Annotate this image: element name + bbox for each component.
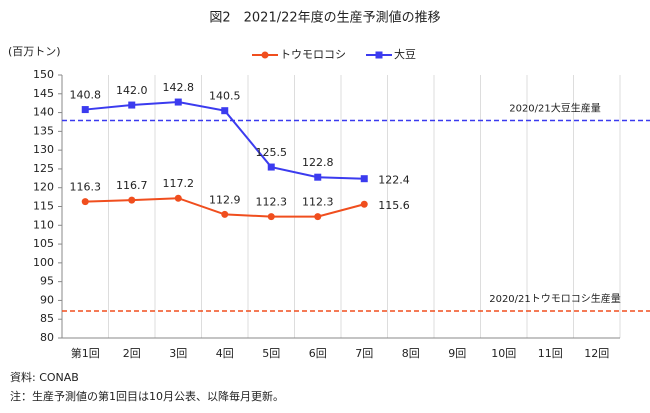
- y-tick-label: 130: [33, 143, 54, 156]
- legend-label: トウモロコシ: [280, 48, 346, 61]
- y-tick-label: 100: [33, 256, 54, 269]
- y-tick-label: 110: [33, 218, 54, 231]
- x-tick-label: 9回: [448, 347, 466, 360]
- x-tick-label: 12回: [584, 347, 609, 360]
- reference-label: 2020/21大豆生産量: [509, 101, 601, 114]
- chart-title: 図2 2021/22年度の生産予測値の推移: [209, 10, 440, 26]
- x-tick-label: 3回: [169, 347, 187, 360]
- x-tick-label: 6回: [309, 347, 327, 360]
- y-tick-label: 90: [40, 293, 54, 306]
- data-label: 140.5: [209, 90, 241, 103]
- y-tick-label: 80: [40, 331, 54, 344]
- marker: [314, 173, 322, 181]
- marker: [81, 198, 89, 206]
- legend-label: 大豆: [394, 47, 416, 61]
- legend-marker: [375, 51, 383, 59]
- data-label: 140.8: [70, 89, 102, 102]
- y-tick-label: 145: [33, 87, 54, 100]
- y-tick-label: 95: [40, 275, 54, 288]
- data-label: 125.5: [256, 146, 288, 159]
- data-label: 115.6: [378, 199, 410, 212]
- x-tick-label: 8回: [402, 347, 420, 360]
- marker: [360, 175, 368, 183]
- source-note: 資料: CONAB: [10, 370, 79, 384]
- data-label: 112.9: [209, 193, 241, 206]
- y-tick-label: 85: [40, 312, 54, 325]
- marker: [174, 98, 182, 106]
- data-label: 142.0: [116, 84, 148, 97]
- data-label: 112.3: [302, 196, 334, 209]
- marker: [81, 106, 89, 114]
- marker: [314, 213, 322, 221]
- marker: [128, 196, 136, 204]
- y-tick-label: 140: [33, 106, 54, 119]
- y-tick-label: 150: [33, 68, 54, 81]
- y-tick-label: 120: [33, 181, 54, 194]
- x-tick-label: 7回: [355, 347, 373, 360]
- x-tick-label: 4回: [216, 347, 234, 360]
- x-tick-label: 2回: [123, 347, 141, 360]
- marker: [360, 200, 368, 208]
- y-tick-label: 115: [33, 200, 54, 213]
- x-tick-label: 10回: [491, 347, 516, 360]
- marker: [221, 210, 229, 218]
- data-label: 142.8: [163, 81, 195, 94]
- x-tick-label: 5回: [262, 347, 280, 360]
- marker: [267, 213, 275, 221]
- data-label: 116.7: [116, 179, 148, 192]
- reference-label: 2020/21トウモロコシ生産量: [489, 292, 621, 305]
- x-tick-label: 11回: [538, 347, 563, 360]
- y-tick-label: 105: [33, 237, 54, 250]
- y-tick-label: 125: [33, 162, 54, 175]
- y-axis-label: (百万トン): [8, 45, 61, 58]
- y-tick-label: 135: [33, 124, 54, 137]
- data-label: 117.2: [163, 177, 195, 190]
- data-label: 116.3: [70, 181, 102, 194]
- x-tick-label: 第1回: [71, 346, 100, 360]
- data-label: 122.4: [378, 174, 410, 187]
- legend-marker: [261, 51, 269, 59]
- marker: [267, 163, 275, 171]
- marker: [221, 107, 229, 115]
- marker: [128, 101, 136, 109]
- data-label: 112.3: [256, 196, 288, 209]
- data-label: 122.8: [302, 156, 334, 169]
- marker: [174, 194, 182, 202]
- footnote: 注：生産予測値の第1回目は10月公表、以降毎月更新。: [10, 389, 284, 403]
